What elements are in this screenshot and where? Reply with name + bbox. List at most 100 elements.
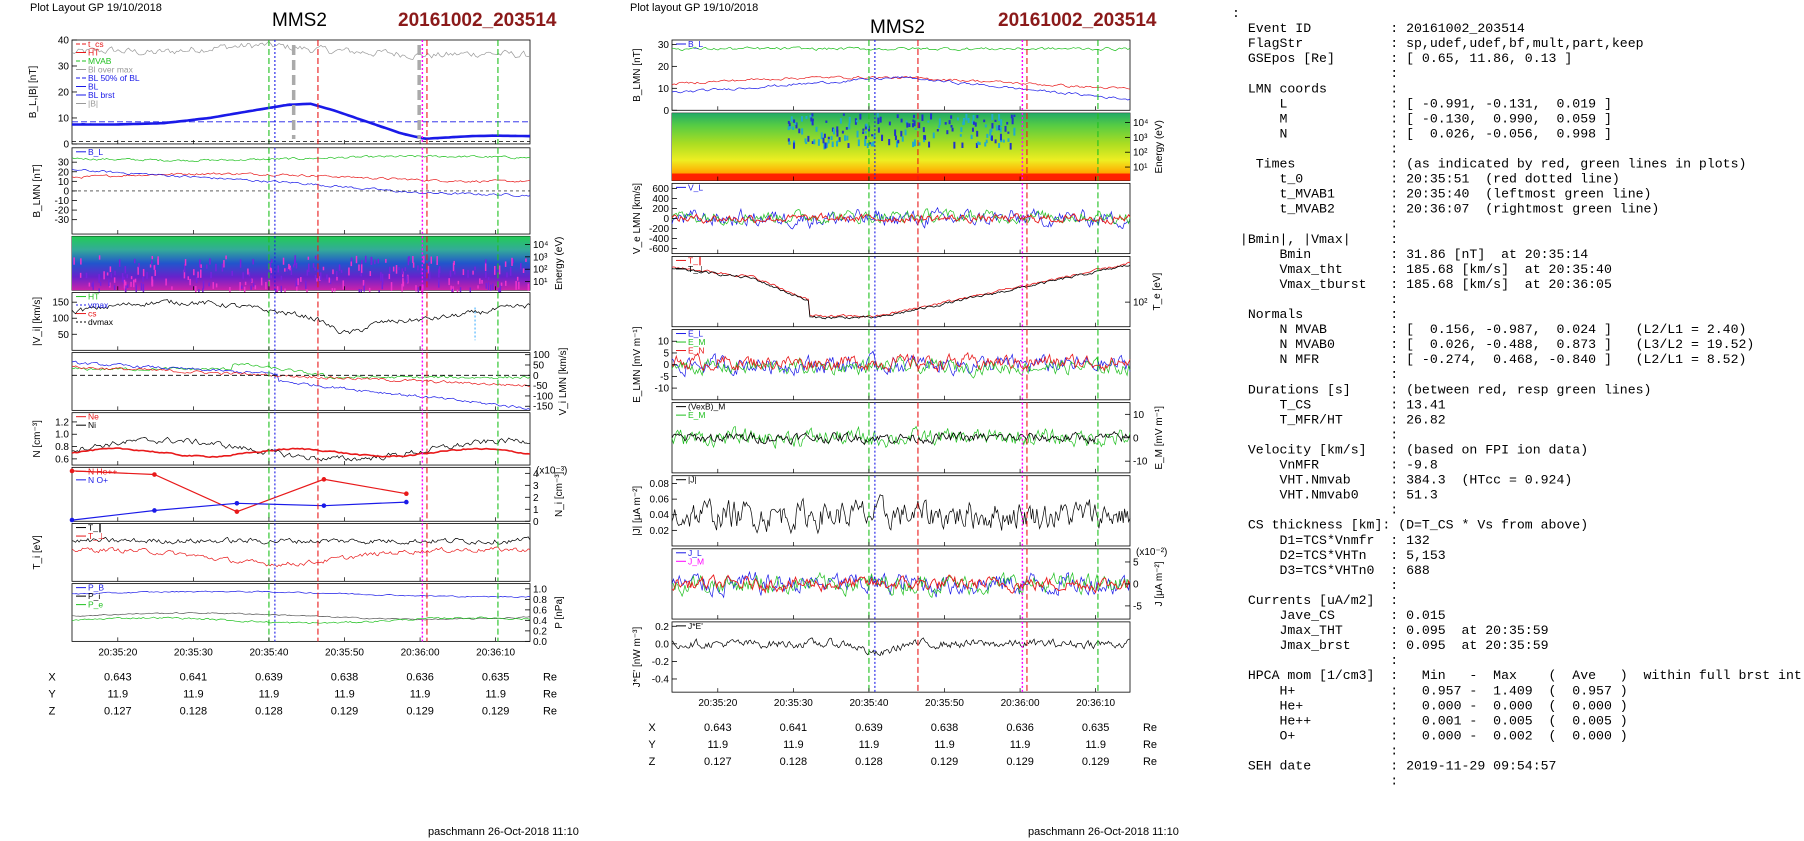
- spectrogram-speckle: [289, 265, 291, 271]
- spectrogram-speckle: [836, 126, 839, 133]
- y-tick-label: 20: [58, 167, 70, 178]
- spectrogram-speckle: [506, 272, 508, 278]
- spectrogram-speckle: [239, 282, 241, 292]
- spectrogram-speckle: [998, 143, 1001, 148]
- info-line: Normals :: [1232, 307, 1398, 322]
- x-tick-label: 20:36:10: [1076, 698, 1115, 709]
- spectrogram-speckle: [126, 284, 129, 288]
- pos-value: 0.127: [104, 705, 132, 717]
- info-line: Jmax_THT : 0.095 at 20:35:59: [1232, 623, 1549, 638]
- y-tick-label: 0: [663, 106, 669, 117]
- spectrogram-speckle: [428, 261, 430, 266]
- spectrogram-speckle: [392, 266, 395, 272]
- spectrogram: [72, 236, 530, 291]
- spectrogram-speckle: [944, 122, 947, 125]
- y-tick-label: -20: [55, 206, 70, 217]
- event-info-text: : Event ID : 20161002_203514 FlagStr : s…: [1232, 6, 1802, 789]
- spectrogram-speckle: [788, 122, 791, 127]
- spectrogram-speckle: [950, 115, 953, 119]
- y-tick-label: 2: [533, 493, 539, 504]
- spectrogram-speckle: [881, 134, 884, 141]
- x-tick-label: 20:35:20: [98, 647, 137, 658]
- spectrogram-speckle: [423, 255, 425, 264]
- spectrogram-speckle: [280, 275, 283, 281]
- y-tick-label: -100: [533, 391, 553, 402]
- y-tick-label: 10⁴: [533, 240, 548, 251]
- y-tick-label: -10: [655, 384, 670, 395]
- spectrogram-speckle: [913, 139, 916, 147]
- y-axis-label: |J| [μA m⁻²]: [632, 486, 643, 536]
- spectrogram-speckle: [527, 283, 530, 291]
- panel-frame: [71, 523, 531, 582]
- spectrogram-speckle: [80, 258, 82, 265]
- spectrogram-speckle: [280, 285, 283, 295]
- spectrogram-speckle: [485, 283, 487, 289]
- spectrogram-speckle: [406, 275, 408, 283]
- spectrogram-speckle: [377, 258, 380, 264]
- spectrogram-speckle: [385, 258, 387, 263]
- spectrogram-speckle: [485, 271, 487, 278]
- pos-unit: Re: [1143, 739, 1157, 751]
- spectrogram-speckle: [978, 142, 981, 145]
- spectrogram-speckle: [118, 259, 121, 267]
- spectrogram-speckle: [121, 273, 124, 282]
- x-tick-label: 20:35:50: [925, 698, 964, 709]
- spectrogram-speckle: [269, 263, 272, 268]
- y-tick-label: 1.2: [55, 417, 69, 428]
- spectrogram-speckle: [322, 266, 325, 271]
- spectrogram-speckle: [798, 128, 801, 134]
- y-tick-label: 600: [652, 184, 669, 195]
- data-point: [69, 468, 75, 474]
- info-line: D1=TCS*Vnmfr : 132: [1232, 533, 1430, 548]
- spectrogram-speckle: [792, 126, 795, 130]
- spectrogram-speckle: [956, 117, 959, 121]
- y-tick-label: -50: [533, 381, 548, 392]
- spectrogram-speckle: [912, 141, 915, 148]
- spectrogram-speckle: [338, 264, 341, 271]
- legend-label: Bl over max: [88, 65, 134, 75]
- y-axis-label: |V_i| [km/s]: [32, 297, 43, 346]
- y-tick-label: 0.04: [650, 510, 670, 521]
- spectrogram-speckle: [85, 272, 88, 279]
- right-panel-2: 10⁴ 10³ 10² 10¹ Energy (eV): [671, 112, 1165, 181]
- spectrogram-speckle: [332, 269, 334, 275]
- spectrogram-speckle: [839, 118, 842, 124]
- spectrogram-speckle: [896, 140, 899, 148]
- spectrogram-speckle: [900, 130, 903, 137]
- y-tick-label: 3: [533, 481, 539, 492]
- spectrogram-speckle: [415, 285, 417, 292]
- series-BM: [671, 46, 1131, 52]
- x-tick-label: 20:36:10: [476, 647, 515, 658]
- panel-frame: [671, 39, 1131, 111]
- spectrogram-speckle: [91, 282, 93, 287]
- spectrogram-speckle: [125, 285, 127, 293]
- spectrogram-speckle: [389, 266, 391, 274]
- spectrogram-speckle: [1007, 138, 1010, 142]
- spectrogram-speckle: [73, 257, 75, 265]
- spectrogram-speckle: [991, 122, 994, 129]
- spectrogram-speckle: [897, 139, 900, 144]
- series-Tperp: [671, 264, 1131, 320]
- pos-value: 11.9: [259, 688, 280, 700]
- spectrogram-speckle: [946, 130, 949, 135]
- spectrogram-speckle: [151, 276, 153, 286]
- spectrogram-speckle: [358, 288, 361, 294]
- info-line: |Bmin|, |Vmax| :: [1232, 232, 1398, 247]
- y-tick-label: -5: [1133, 601, 1142, 612]
- spectrogram-speckle: [823, 142, 826, 150]
- y-tick-label: 150: [52, 298, 69, 309]
- series-BL: [671, 76, 1131, 101]
- spectrogram-speckle: [360, 271, 362, 277]
- spectrogram-speckle: [130, 276, 133, 280]
- spectrogram-speckle: [836, 141, 839, 147]
- info-line: Vmax_tburst : 185.68 [km/s] at 20:36:05: [1232, 277, 1612, 292]
- spectrogram-speckle: [421, 287, 424, 294]
- spectrogram-speckle: [792, 142, 795, 149]
- spectrogram-speckle: [990, 128, 993, 132]
- spectrogram-speckle: [457, 280, 460, 285]
- y-tick-label: 0.06: [650, 495, 670, 506]
